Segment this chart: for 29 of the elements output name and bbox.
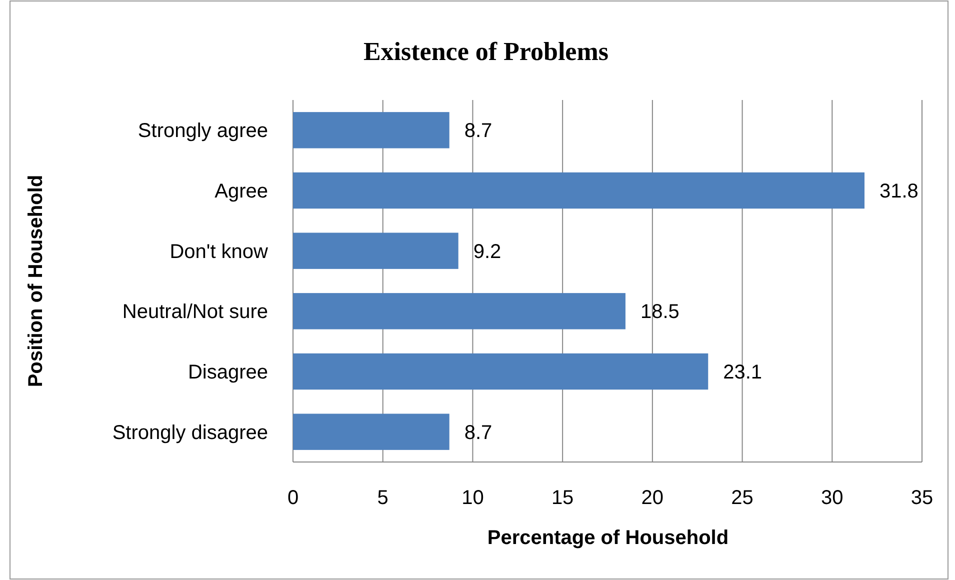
y-tick-label: Don't know xyxy=(170,240,269,263)
y-tick-label: Neutral/Not sure xyxy=(122,301,268,324)
x-tick-label: 0 xyxy=(287,487,299,509)
bar xyxy=(293,172,864,209)
data-label: 9.2 xyxy=(473,240,502,263)
y-tick-label: Strongly agree xyxy=(138,120,268,142)
y-tick-label: Agree xyxy=(214,180,268,202)
bar xyxy=(293,353,708,390)
bar xyxy=(293,414,450,450)
data-label: 18.5 xyxy=(640,301,680,324)
chart-title: Existence of Problems xyxy=(363,37,609,66)
data-label: 31.8 xyxy=(879,180,918,202)
x-tick-label: 35 xyxy=(910,487,934,509)
bar xyxy=(293,232,458,269)
x-tick-label: 30 xyxy=(821,487,844,509)
x-tick-label: 25 xyxy=(731,487,754,509)
data-label: 8.7 xyxy=(464,120,492,142)
data-label: 23.1 xyxy=(723,362,762,384)
x-tick-label: 15 xyxy=(551,487,574,509)
bar xyxy=(293,293,626,330)
x-axis-title: Percentage of Household xyxy=(487,527,729,549)
x-tick-label: 10 xyxy=(462,487,484,509)
x-tick-label: 20 xyxy=(641,487,664,509)
y-tick-label: Disagree xyxy=(188,362,268,384)
y-tick-label: Strongly disagree xyxy=(112,422,268,444)
y-axis-title: Position of Household xyxy=(25,174,47,388)
x-tick-label: 5 xyxy=(377,487,388,509)
data-label: 8.7 xyxy=(464,422,492,444)
bar xyxy=(293,112,450,148)
